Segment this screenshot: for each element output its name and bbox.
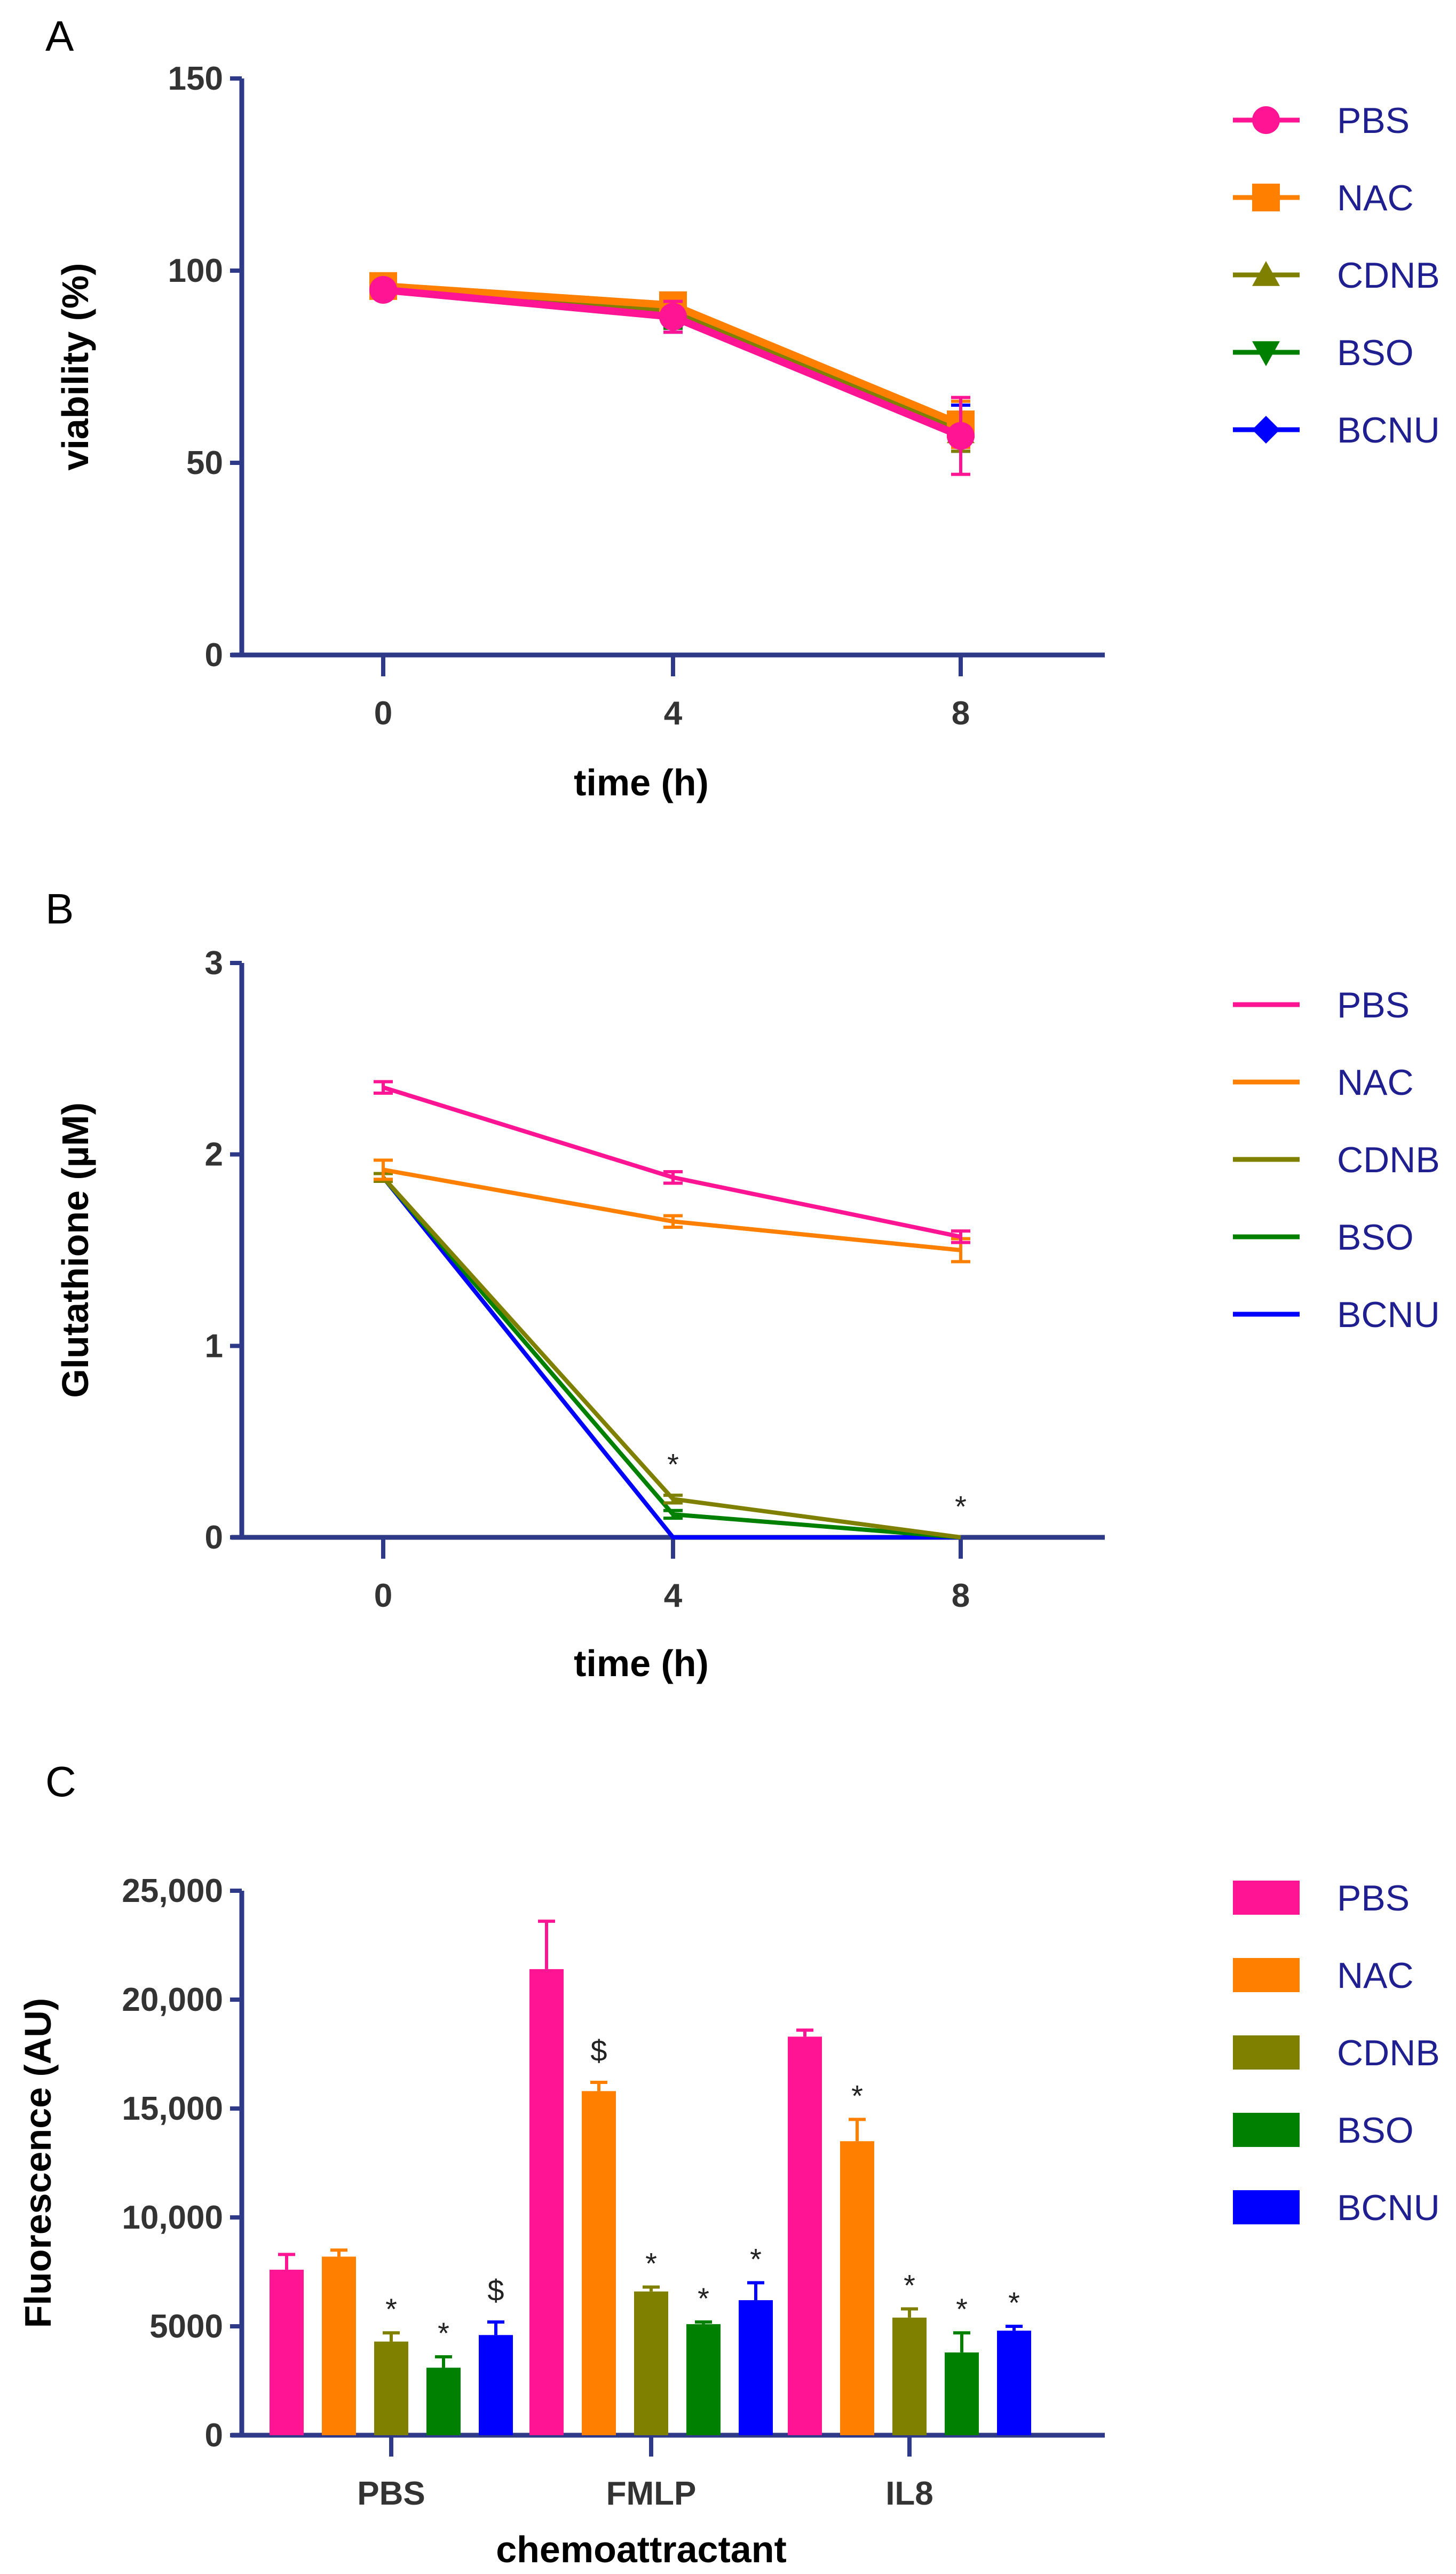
significance-mark: * xyxy=(438,2316,449,2350)
legend-marker-triangle-down-icon xyxy=(1252,341,1280,366)
x-tick-label: 8 xyxy=(952,1577,970,1614)
bar-bcnu-il8 xyxy=(997,2331,1031,2435)
legend-label: BCNU xyxy=(1337,410,1440,451)
significance-mark: * xyxy=(851,2079,863,2112)
y-tick-label: 2 xyxy=(205,1136,223,1173)
legend-swatch xyxy=(1233,2035,1300,2070)
data-point xyxy=(947,422,975,450)
bar-nac-il8 xyxy=(840,2141,874,2435)
legend-marker-circle-icon xyxy=(1252,106,1280,134)
bar-pbs-il8 xyxy=(788,2036,822,2435)
series-line-bso xyxy=(381,1176,961,1539)
data-point xyxy=(369,276,397,304)
legend-label: PBS xyxy=(1337,1878,1410,1918)
legend-label: BCNU xyxy=(1337,2188,1440,2228)
legend-swatch xyxy=(1233,2190,1300,2224)
legend-swatch xyxy=(1233,2113,1300,2147)
x-axis-title: time (h) xyxy=(574,762,709,803)
bar-pbs-fmlp xyxy=(529,1969,564,2435)
y-tick-label: 5000 xyxy=(149,2308,223,2345)
y-axis-title: viability (%) xyxy=(54,263,96,471)
significance-mark: * xyxy=(698,2281,709,2315)
x-tick-label: 4 xyxy=(664,1577,683,1614)
legend-label: BSO xyxy=(1337,2110,1414,2151)
y-tick-label: 15,000 xyxy=(122,2090,223,2127)
legend-marker-square-icon xyxy=(1252,184,1280,211)
legend-marker-diamond-icon xyxy=(1252,416,1280,444)
legend-swatch xyxy=(1233,1881,1300,1915)
y-tick-label: 20,000 xyxy=(122,1981,223,2018)
legend-label: PBS xyxy=(1337,985,1410,1025)
y-tick-label: 150 xyxy=(168,60,223,97)
legend-swatch xyxy=(1233,1958,1300,1992)
y-tick-label: 0 xyxy=(205,637,223,674)
y-tick-label: 3 xyxy=(205,945,223,982)
x-tick-label: IL8 xyxy=(885,2475,933,2512)
bar-bso-pbs xyxy=(426,2367,461,2435)
bar-pbs-pbs xyxy=(270,2269,304,2435)
panel-label: B xyxy=(45,885,74,933)
series-line-cdnb xyxy=(382,1176,961,1539)
x-axis-title: chemoattractant xyxy=(496,2529,787,2570)
x-axis-title: time (h) xyxy=(574,1643,709,1684)
y-tick-label: 0 xyxy=(205,1519,223,1556)
y-axis-title: Glutathione (µM) xyxy=(54,1102,96,1398)
bar-bso-il8 xyxy=(945,2352,979,2435)
bar-cdnb-pbs xyxy=(374,2341,408,2435)
legend-label: PBS xyxy=(1337,100,1410,141)
legend-label: NAC xyxy=(1337,1062,1414,1103)
legend-label: BSO xyxy=(1337,333,1414,373)
y-axis-title: Fluorescence (AU) xyxy=(17,1998,59,2328)
y-tick-label: 0 xyxy=(205,2417,223,2454)
legend-label: BSO xyxy=(1337,1217,1414,1258)
x-tick-label: 0 xyxy=(374,1577,392,1614)
y-tick-label: 100 xyxy=(168,252,223,289)
bar-cdnb-fmlp xyxy=(634,2291,668,2435)
y-tick-label: 25,000 xyxy=(122,1873,223,1909)
legend-label: CDNB xyxy=(1337,255,1440,296)
bar-bso-fmlp xyxy=(686,2324,721,2435)
x-tick-label: 4 xyxy=(664,695,683,732)
bar-nac-fmlp xyxy=(582,2091,616,2435)
y-tick-label: 10,000 xyxy=(122,2199,223,2236)
significance-mark: $ xyxy=(487,2273,504,2307)
significance-mark: * xyxy=(904,2268,915,2302)
x-tick-label: FMLP xyxy=(606,2475,697,2512)
y-tick-label: 50 xyxy=(186,445,223,481)
significance-mark: $ xyxy=(590,2034,607,2067)
y-tick-label: 1 xyxy=(205,1328,223,1364)
significance-mark: * xyxy=(955,1489,967,1523)
significance-mark: * xyxy=(750,2242,762,2276)
significance-mark: * xyxy=(385,2292,397,2326)
series-line-bcnu xyxy=(381,1176,961,1539)
significance-mark: * xyxy=(956,2292,968,2326)
bar-nac-pbs xyxy=(322,2256,356,2435)
legend-marker-triangle-icon xyxy=(1252,261,1280,286)
panel-label: A xyxy=(45,12,74,60)
x-tick-label: PBS xyxy=(357,2475,425,2512)
legend-label: CDNB xyxy=(1337,2033,1440,2073)
data-point xyxy=(659,303,687,331)
bar-bcnu-pbs xyxy=(479,2335,513,2435)
significance-mark: * xyxy=(1008,2286,1020,2319)
legend-label: BCNU xyxy=(1337,1294,1440,1335)
significance-mark: * xyxy=(667,1447,679,1481)
bar-bcnu-fmlp xyxy=(739,2300,773,2435)
legend-label: NAC xyxy=(1337,178,1414,218)
bar-cdnb-il8 xyxy=(892,2317,927,2435)
significance-mark: * xyxy=(645,2247,657,2280)
panel-label: C xyxy=(45,1758,76,1805)
legend-label: NAC xyxy=(1337,1955,1414,1996)
x-tick-label: 8 xyxy=(952,695,970,732)
legend-label: CDNB xyxy=(1337,1140,1440,1180)
x-tick-label: 0 xyxy=(374,695,392,732)
